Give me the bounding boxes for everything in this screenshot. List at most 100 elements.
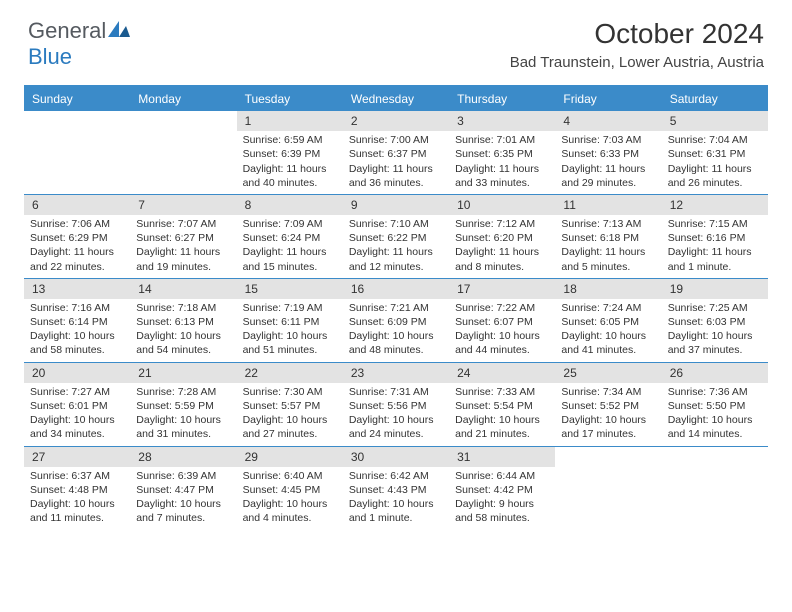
day-number: 15: [237, 279, 343, 299]
weeks-container: 1Sunrise: 6:59 AMSunset: 6:39 PMDaylight…: [24, 111, 768, 529]
week-row: 13Sunrise: 7:16 AMSunset: 6:14 PMDayligh…: [24, 278, 768, 362]
day-cell: 1Sunrise: 6:59 AMSunset: 6:39 PMDaylight…: [237, 111, 343, 194]
day-cell: 6Sunrise: 7:06 AMSunset: 6:29 PMDaylight…: [24, 195, 130, 278]
day-number: 2: [343, 111, 449, 131]
day-number: 19: [662, 279, 768, 299]
day-cell: [130, 111, 236, 194]
month-title: October 2024: [510, 18, 764, 50]
weekday-header: Thursday: [449, 87, 555, 111]
day-cell: 2Sunrise: 7:00 AMSunset: 6:37 PMDaylight…: [343, 111, 449, 194]
day-cell: [555, 447, 661, 530]
day-cell: [24, 111, 130, 194]
day-text: Sunrise: 7:07 AMSunset: 6:27 PMDaylight:…: [130, 217, 236, 274]
day-number: 3: [449, 111, 555, 131]
day-number: 14: [130, 279, 236, 299]
day-number: 5: [662, 111, 768, 131]
day-cell: 27Sunrise: 6:37 AMSunset: 4:48 PMDayligh…: [24, 447, 130, 530]
day-number: 7: [130, 195, 236, 215]
title-block: October 2024 Bad Traunstein, Lower Austr…: [510, 18, 764, 71]
day-cell: 9Sunrise: 7:10 AMSunset: 6:22 PMDaylight…: [343, 195, 449, 278]
calendar: SundayMondayTuesdayWednesdayThursdayFrid…: [24, 85, 768, 529]
day-cell: 18Sunrise: 7:24 AMSunset: 6:05 PMDayligh…: [555, 279, 661, 362]
day-text: Sunrise: 6:40 AMSunset: 4:45 PMDaylight:…: [237, 469, 343, 526]
day-cell: 17Sunrise: 7:22 AMSunset: 6:07 PMDayligh…: [449, 279, 555, 362]
day-text: Sunrise: 6:59 AMSunset: 6:39 PMDaylight:…: [237, 133, 343, 190]
day-number: 8: [237, 195, 343, 215]
day-cell: 28Sunrise: 6:39 AMSunset: 4:47 PMDayligh…: [130, 447, 236, 530]
day-text: Sunrise: 7:34 AMSunset: 5:52 PMDaylight:…: [555, 385, 661, 442]
day-cell: 4Sunrise: 7:03 AMSunset: 6:33 PMDaylight…: [555, 111, 661, 194]
day-cell: 29Sunrise: 6:40 AMSunset: 4:45 PMDayligh…: [237, 447, 343, 530]
day-text: Sunrise: 7:10 AMSunset: 6:22 PMDaylight:…: [343, 217, 449, 274]
weekday-header: Sunday: [24, 87, 130, 111]
day-text: Sunrise: 7:19 AMSunset: 6:11 PMDaylight:…: [237, 301, 343, 358]
day-cell: 24Sunrise: 7:33 AMSunset: 5:54 PMDayligh…: [449, 363, 555, 446]
day-number: 13: [24, 279, 130, 299]
day-cell: 19Sunrise: 7:25 AMSunset: 6:03 PMDayligh…: [662, 279, 768, 362]
day-text: Sunrise: 7:09 AMSunset: 6:24 PMDaylight:…: [237, 217, 343, 274]
logo: General: [28, 18, 132, 44]
day-text: Sunrise: 7:31 AMSunset: 5:56 PMDaylight:…: [343, 385, 449, 442]
day-number: 18: [555, 279, 661, 299]
day-text: Sunrise: 6:42 AMSunset: 4:43 PMDaylight:…: [343, 469, 449, 526]
logo-text-general: General: [28, 18, 106, 44]
day-text: Sunrise: 7:25 AMSunset: 6:03 PMDaylight:…: [662, 301, 768, 358]
day-cell: 7Sunrise: 7:07 AMSunset: 6:27 PMDaylight…: [130, 195, 236, 278]
day-text: Sunrise: 7:30 AMSunset: 5:57 PMDaylight:…: [237, 385, 343, 442]
day-number: 1: [237, 111, 343, 131]
day-cell: 14Sunrise: 7:18 AMSunset: 6:13 PMDayligh…: [130, 279, 236, 362]
day-text: Sunrise: 7:24 AMSunset: 6:05 PMDaylight:…: [555, 301, 661, 358]
day-number: 21: [130, 363, 236, 383]
day-cell: 12Sunrise: 7:15 AMSunset: 6:16 PMDayligh…: [662, 195, 768, 278]
day-number: 4: [555, 111, 661, 131]
header: General October 2024 Bad Traunstein, Low…: [0, 0, 792, 79]
day-cell: 16Sunrise: 7:21 AMSunset: 6:09 PMDayligh…: [343, 279, 449, 362]
day-number: 10: [449, 195, 555, 215]
day-number: 23: [343, 363, 449, 383]
day-text: Sunrise: 7:01 AMSunset: 6:35 PMDaylight:…: [449, 133, 555, 190]
day-cell: 20Sunrise: 7:27 AMSunset: 6:01 PMDayligh…: [24, 363, 130, 446]
week-row: 20Sunrise: 7:27 AMSunset: 6:01 PMDayligh…: [24, 362, 768, 446]
day-cell: 5Sunrise: 7:04 AMSunset: 6:31 PMDaylight…: [662, 111, 768, 194]
day-number: 29: [237, 447, 343, 467]
day-number: 20: [24, 363, 130, 383]
day-text: Sunrise: 7:15 AMSunset: 6:16 PMDaylight:…: [662, 217, 768, 274]
day-cell: 13Sunrise: 7:16 AMSunset: 6:14 PMDayligh…: [24, 279, 130, 362]
logo-text-blue: Blue: [28, 44, 72, 69]
day-text: Sunrise: 7:12 AMSunset: 6:20 PMDaylight:…: [449, 217, 555, 274]
day-number: 28: [130, 447, 236, 467]
day-cell: 30Sunrise: 6:42 AMSunset: 4:43 PMDayligh…: [343, 447, 449, 530]
day-cell: 31Sunrise: 6:44 AMSunset: 4:42 PMDayligh…: [449, 447, 555, 530]
week-row: 1Sunrise: 6:59 AMSunset: 6:39 PMDaylight…: [24, 111, 768, 194]
day-number: 22: [237, 363, 343, 383]
day-cell: 26Sunrise: 7:36 AMSunset: 5:50 PMDayligh…: [662, 363, 768, 446]
day-text: Sunrise: 6:39 AMSunset: 4:47 PMDaylight:…: [130, 469, 236, 526]
day-number: 6: [24, 195, 130, 215]
day-number: 26: [662, 363, 768, 383]
weekday-header: Tuesday: [237, 87, 343, 111]
weekday-row: SundayMondayTuesdayWednesdayThursdayFrid…: [24, 87, 768, 111]
day-number: 17: [449, 279, 555, 299]
weekday-header: Friday: [555, 87, 661, 111]
day-number: 12: [662, 195, 768, 215]
week-row: 27Sunrise: 6:37 AMSunset: 4:48 PMDayligh…: [24, 446, 768, 530]
day-cell: 23Sunrise: 7:31 AMSunset: 5:56 PMDayligh…: [343, 363, 449, 446]
day-text: Sunrise: 7:03 AMSunset: 6:33 PMDaylight:…: [555, 133, 661, 190]
weekday-header: Monday: [130, 87, 236, 111]
day-cell: 11Sunrise: 7:13 AMSunset: 6:18 PMDayligh…: [555, 195, 661, 278]
day-number: 24: [449, 363, 555, 383]
day-text: Sunrise: 7:13 AMSunset: 6:18 PMDaylight:…: [555, 217, 661, 274]
day-text: Sunrise: 7:18 AMSunset: 6:13 PMDaylight:…: [130, 301, 236, 358]
day-cell: 21Sunrise: 7:28 AMSunset: 5:59 PMDayligh…: [130, 363, 236, 446]
day-text: Sunrise: 7:06 AMSunset: 6:29 PMDaylight:…: [24, 217, 130, 274]
day-text: Sunrise: 7:22 AMSunset: 6:07 PMDaylight:…: [449, 301, 555, 358]
weekday-header: Saturday: [662, 87, 768, 111]
day-text: Sunrise: 7:21 AMSunset: 6:09 PMDaylight:…: [343, 301, 449, 358]
weekday-header: Wednesday: [343, 87, 449, 111]
day-cell: [662, 447, 768, 530]
location: Bad Traunstein, Lower Austria, Austria: [510, 54, 764, 71]
day-number: 9: [343, 195, 449, 215]
day-text: Sunrise: 7:00 AMSunset: 6:37 PMDaylight:…: [343, 133, 449, 190]
day-text: Sunrise: 7:27 AMSunset: 6:01 PMDaylight:…: [24, 385, 130, 442]
day-text: Sunrise: 6:44 AMSunset: 4:42 PMDaylight:…: [449, 469, 555, 526]
